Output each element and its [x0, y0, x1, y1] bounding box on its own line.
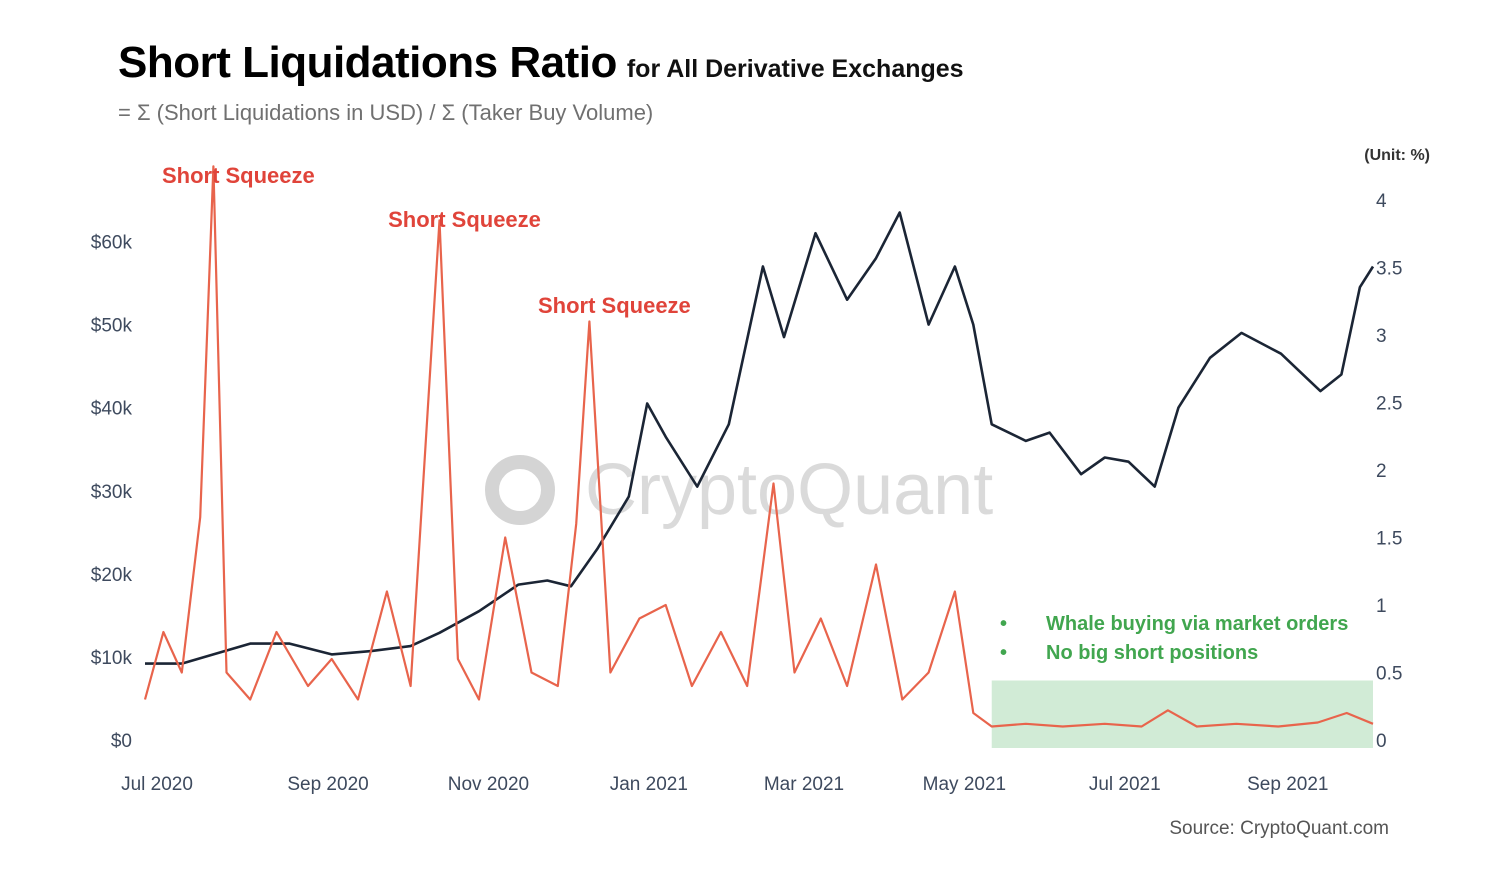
x-tick-label: Jan 2021 — [610, 774, 688, 795]
chart-title: Short Liquidations Ratio — [118, 38, 617, 87]
short-squeeze-label: Short Squeeze — [538, 293, 691, 318]
y-right-tick-label: 1 — [1376, 596, 1387, 617]
y-left-tick-label: $10k — [91, 648, 133, 669]
x-tick-label: Mar 2021 — [764, 774, 844, 795]
chart-formula: = Σ (Short Liquidations in USD) / Σ (Tak… — [118, 100, 654, 125]
watermark-logo-icon — [485, 455, 555, 525]
x-tick-label: Sep 2021 — [1247, 774, 1328, 795]
x-tick-label: Jul 2021 — [1089, 774, 1161, 795]
price-line — [145, 211, 1375, 665]
y-right-tick-label: 2 — [1376, 461, 1387, 482]
left-axis: $0 $10k $20k $30k $40k $50k $60k — [91, 233, 133, 752]
y-right-tick-label: 4 — [1376, 191, 1387, 212]
chart-title-row: Short Liquidations Ratio for All Derivati… — [118, 38, 964, 88]
y-left-tick-label: $50k — [91, 316, 133, 337]
note-text: No big short positions — [1046, 642, 1258, 664]
note-text: Whale buying via market orders — [1046, 613, 1348, 635]
watermark: CryptoQuant — [485, 450, 993, 530]
unit-label: (Unit: %) — [1364, 147, 1430, 164]
y-right-tick-label: 1.5 — [1376, 529, 1402, 550]
right-axis: 0 0.5 1 1.5 2 2.5 3 3.5 4 (Unit: %) — [1364, 147, 1430, 752]
watermark-text: CryptoQuant — [585, 450, 993, 530]
short-squeeze-label: Short Squeeze — [162, 163, 315, 188]
y-right-tick-label: 2.5 — [1376, 394, 1402, 415]
green-notes: • Whale buying via market orders • No big s… — [1000, 613, 1348, 664]
y-left-tick-label: $20k — [91, 565, 133, 586]
annotations: Short Squeeze Short Squeeze Short Squeeze — [162, 163, 691, 318]
y-right-tick-label: 0 — [1376, 731, 1387, 752]
x-tick-label: May 2021 — [923, 774, 1006, 795]
chart-subtitle: for All Derivative Exchanges — [626, 55, 964, 83]
short-squeeze-label: Short Squeeze — [388, 207, 541, 232]
series-layer — [143, 165, 1375, 728]
highlight-layer — [991, 680, 1373, 748]
note-bullet-icon: • — [1000, 613, 1007, 635]
y-left-tick-label: $60k — [91, 233, 133, 254]
source-label: Source: CryptoQuant.com — [1169, 818, 1389, 839]
note-bullet-icon: • — [1000, 642, 1007, 664]
x-axis: Jul 2020 Sep 2020 Nov 2020 Jan 2021 Mar 2021… — [121, 774, 1328, 795]
ratio-line — [143, 165, 1374, 728]
y-left-tick-label: $0 — [111, 731, 132, 752]
x-tick-label: Jul 2020 — [121, 774, 193, 795]
x-tick-label: Sep 2020 — [287, 774, 368, 795]
y-right-tick-label: 0.5 — [1376, 664, 1402, 685]
highlight-region — [991, 680, 1373, 748]
y-right-tick-label: 3.5 — [1376, 259, 1402, 280]
x-tick-label: Nov 2020 — [448, 774, 529, 795]
y-right-tick-label: 3 — [1376, 326, 1387, 347]
y-left-tick-label: $30k — [91, 482, 133, 503]
y-left-tick-label: $40k — [91, 399, 133, 420]
